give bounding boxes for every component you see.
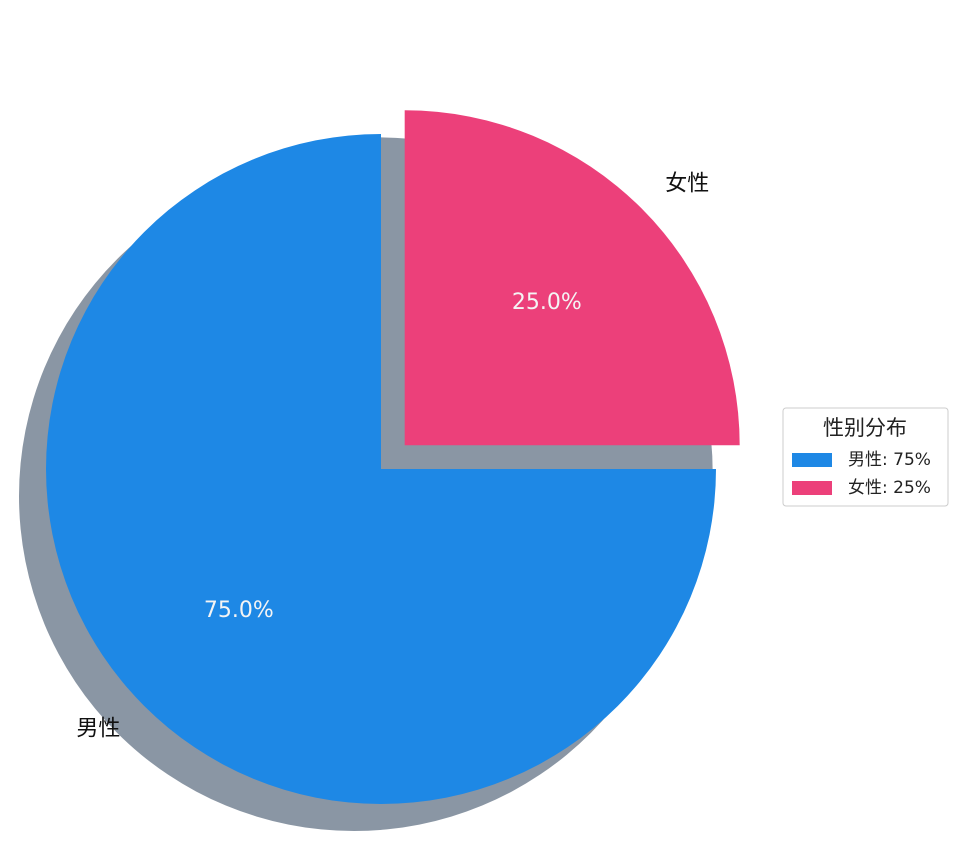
legend-label: 女性: 25% bbox=[848, 478, 931, 498]
legend: 性别分布 男性: 75% 女性: 25% bbox=[782, 407, 949, 507]
legend-swatch bbox=[792, 481, 832, 495]
value-label: 75.0% bbox=[204, 598, 274, 623]
category-label: 女性 bbox=[665, 172, 709, 197]
wedge bbox=[46, 134, 716, 804]
legend-label: 男性: 75% bbox=[848, 450, 931, 470]
label-layer: 男性 75.0% 女性 25.0% bbox=[76, 172, 709, 742]
legend-swatch bbox=[792, 453, 832, 467]
value-label: 25.0% bbox=[512, 290, 582, 315]
wedge-layer bbox=[46, 110, 740, 804]
wedge bbox=[404, 110, 740, 446]
legend-title: 性别分布 bbox=[823, 416, 907, 440]
category-label: 男性 bbox=[76, 717, 120, 742]
